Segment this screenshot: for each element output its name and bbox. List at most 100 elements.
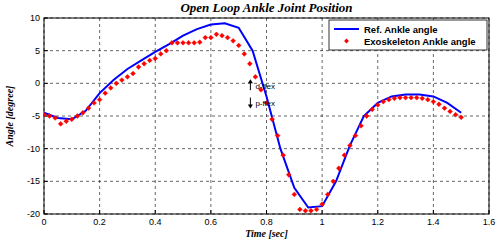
scatter-point (208, 35, 213, 40)
scatter-point (270, 117, 275, 122)
scatter-point (119, 78, 124, 83)
scatter-point (314, 207, 319, 212)
scatter-point (153, 56, 158, 61)
scatter-point (253, 74, 258, 79)
scatter-point (197, 40, 202, 45)
x-axis-label: Time [sec] (245, 228, 288, 239)
scatter-point (386, 97, 391, 102)
scatter-point (442, 106, 447, 111)
scatter-point (331, 179, 336, 184)
scatter-point (92, 101, 97, 106)
y-tick-label: -5 (32, 111, 40, 121)
scatter-point (181, 40, 186, 45)
scatter-point (220, 33, 225, 38)
scatter-point (136, 65, 141, 70)
annotation: d-flex (255, 82, 275, 91)
x-tick-label: 1.4 (427, 217, 440, 227)
scatter-point (97, 97, 102, 102)
scatter-point (425, 97, 430, 102)
y-tick-label: -15 (27, 176, 40, 186)
y-tick-label: 0 (35, 78, 40, 88)
annotation-arrowhead (248, 79, 253, 83)
legend-swatch (344, 39, 349, 44)
scatter-point (303, 208, 308, 213)
x-tick (433, 210, 434, 214)
x-tick (210, 210, 211, 214)
scatter-point (398, 95, 403, 100)
y-grid-line (44, 181, 489, 182)
scatter-point (297, 207, 302, 212)
scatter-point (448, 109, 453, 114)
x-tick-label: 1.2 (371, 217, 384, 227)
scatter-point (353, 133, 358, 138)
scatter-point (364, 114, 369, 119)
y-tick-label: -10 (27, 144, 40, 154)
x-tick-label: 1.6 (483, 217, 496, 227)
scatter-point (214, 32, 219, 37)
scatter-point (64, 119, 69, 124)
annotation-arrowhead (248, 105, 253, 109)
y-grid-line (44, 148, 489, 149)
scatter-point (175, 40, 180, 45)
scatter-point (414, 95, 419, 100)
scatter-point (69, 117, 74, 122)
legend: Ref. Ankle angleExoskeleton Ankle angle (329, 20, 487, 50)
scatter-point (325, 192, 330, 197)
scatter-point (242, 52, 247, 57)
y-tick (44, 148, 48, 149)
legend-label: Exoskeleton Ankle angle (364, 36, 476, 47)
y-tick-label: 10 (30, 13, 40, 23)
scatter-point (286, 172, 291, 177)
y-tick (44, 83, 48, 84)
scatter-point (164, 48, 169, 53)
plot-background (44, 18, 489, 214)
scatter-point (342, 153, 347, 158)
scatter-point (86, 106, 91, 111)
scatter-point (231, 38, 236, 43)
x-tick (377, 210, 378, 214)
scatter-point (147, 58, 152, 63)
scatter-point (203, 35, 208, 40)
scatter-point (359, 123, 364, 128)
y-tick-label: -20 (27, 209, 40, 219)
scatter-point (192, 40, 197, 45)
scatter-point (53, 116, 58, 121)
scatter-point (348, 143, 353, 148)
y-grid-line (44, 116, 489, 117)
legend-swatch (334, 28, 359, 30)
background (0, 0, 500, 241)
scatter-point (381, 99, 386, 104)
scatter-point (375, 102, 380, 107)
y-axis-label: Angle [degree] (4, 85, 15, 147)
series-line (44, 23, 461, 207)
scatter-point (281, 153, 286, 158)
scatter-point (131, 71, 136, 76)
scatter-point (47, 114, 52, 119)
x-tick-label: 0.4 (149, 217, 162, 227)
x-tick (155, 210, 156, 214)
chart-container: 00.20.40.60.811.21.41.6-20-15-10-50510d-… (0, 0, 500, 241)
scatter-point (158, 52, 163, 57)
title: Open Loop Ankle Joint Position (180, 0, 352, 15)
annotation: p-flex (255, 99, 275, 108)
scatter-point (103, 91, 108, 96)
y-tick (44, 181, 48, 182)
scatter-point (114, 81, 119, 86)
scatter-point (44, 112, 46, 117)
x-tick-label: 1 (320, 217, 325, 227)
x-tick-label: 0 (41, 217, 46, 227)
plot-frame (44, 18, 489, 214)
scatter-point (292, 192, 297, 197)
scatter-point (247, 61, 252, 66)
scatter-point (81, 110, 86, 115)
scatter-point (431, 99, 436, 104)
legend-label: Ref. Ankle angle (364, 24, 438, 35)
x-tick-label: 0.2 (93, 217, 106, 227)
scatter-point (320, 202, 325, 207)
chart-svg: 00.20.40.60.811.21.41.6-20-15-10-50510d-… (0, 0, 500, 241)
scatter-point (459, 115, 464, 120)
scatter-point (437, 102, 442, 107)
scatter-point (275, 133, 280, 138)
scatter-point (453, 112, 458, 117)
x-grid-line (210, 18, 211, 214)
